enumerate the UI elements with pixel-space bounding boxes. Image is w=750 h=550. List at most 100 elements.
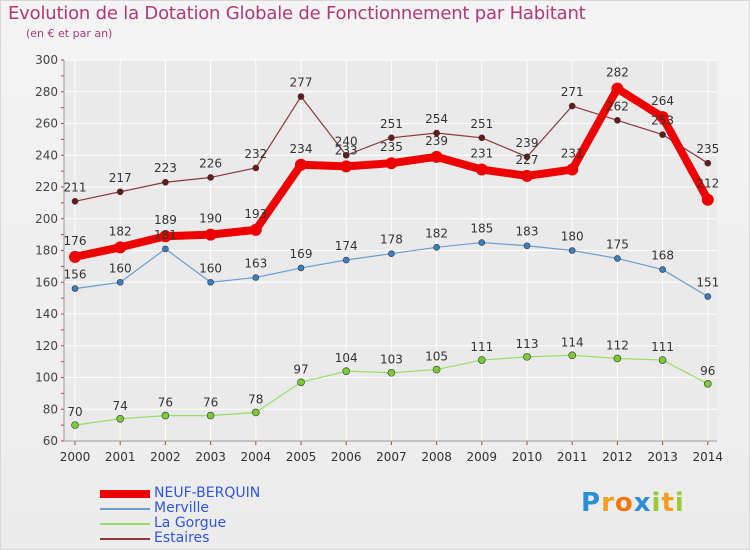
data-point-estaires: [388, 134, 395, 142]
data-label-merville: 180: [561, 230, 584, 244]
y-tick-label: 200: [35, 212, 58, 226]
data-label-estaires: 235: [696, 142, 719, 156]
data-point-merville: [342, 256, 350, 264]
data-point-la-gorgue: [523, 353, 531, 361]
data-label-merville: 178: [380, 233, 403, 247]
data-point-estaires: [614, 117, 621, 124]
legend-label-neuf-berquin: NEUF-BERQUIN: [154, 485, 261, 501]
data-point-la-gorgue: [297, 378, 305, 387]
data-label-merville: 181: [154, 228, 177, 242]
x-tick-label: 2010: [512, 450, 543, 464]
legend-label-la-gorgue: La Gorgue: [154, 515, 227, 531]
data-point-merville: [207, 278, 214, 286]
data-point-la-gorgue: [206, 411, 215, 420]
data-label-neuf-berquin: 189: [154, 213, 177, 227]
data-point-merville: [659, 266, 666, 273]
data-point-merville: [71, 285, 79, 292]
data-label-neuf-berquin: 239: [425, 134, 448, 148]
x-tick-label: 2008: [421, 450, 452, 464]
data-label-neuf-berquin: 227: [516, 153, 539, 167]
x-tick-label: 2007: [376, 450, 407, 464]
data-point-la-gorgue: [71, 421, 79, 429]
logo-letter: r: [601, 488, 615, 518]
data-label-la-gorgue: 74: [113, 399, 128, 413]
y-tick-label: 280: [35, 85, 58, 99]
data-label-estaires: 251: [380, 117, 403, 131]
data-label-estaires: 253: [651, 114, 674, 128]
data-point-la-gorgue: [342, 367, 351, 375]
logo-letter: i: [651, 488, 662, 518]
data-label-merville: 183: [516, 225, 539, 239]
data-point-merville: [297, 264, 305, 272]
data-label-la-gorgue: 78: [248, 392, 263, 406]
data-label-merville: 169: [290, 247, 313, 261]
data-point-merville: [388, 250, 395, 257]
data-point-estaires: [207, 174, 214, 181]
data-label-neuf-berquin: 233: [335, 143, 358, 157]
data-point-merville: [704, 293, 712, 300]
y-tick-label: 160: [35, 275, 58, 289]
x-tick-label: 2006: [331, 450, 362, 464]
logo-letter: P: [581, 488, 602, 518]
x-tick-label: 2009: [467, 450, 498, 464]
data-label-merville: 168: [651, 249, 674, 263]
data-point-neuf-berquin: [114, 241, 127, 254]
data-label-neuf-berquin: 231: [561, 147, 584, 161]
data-label-la-gorgue: 103: [380, 353, 403, 367]
data-label-la-gorgue: 76: [158, 396, 173, 410]
data-point-la-gorgue: [703, 380, 712, 388]
y-tick-label: 120: [35, 339, 58, 353]
logo-letter: i: [674, 488, 685, 518]
data-label-la-gorgue: 113: [516, 337, 539, 351]
legend-label-estaires: Estaires: [154, 530, 210, 546]
x-tick-label: 2011: [557, 450, 588, 464]
data-point-merville: [162, 245, 169, 253]
data-label-merville: 151: [696, 276, 719, 290]
data-label-la-gorgue: 97: [293, 362, 308, 376]
x-tick-label: 2004: [241, 450, 272, 464]
y-tick-label: 180: [35, 244, 58, 258]
data-point-merville: [252, 274, 260, 281]
y-tick-label: 100: [35, 371, 58, 385]
data-label-merville: 174: [335, 239, 358, 253]
data-label-estaires: 239: [516, 136, 539, 150]
data-label-la-gorgue: 104: [335, 351, 358, 365]
data-label-merville: 185: [470, 222, 493, 236]
data-point-la-gorgue: [568, 351, 577, 360]
data-point-estaires: [478, 134, 486, 142]
legend-swatch-la-gorgue: [100, 523, 150, 525]
x-tick-label: 2003: [195, 450, 226, 464]
data-point-la-gorgue: [252, 408, 260, 417]
data-point-estaires: [659, 131, 666, 138]
chart-subtitle: (en € et par an): [26, 27, 113, 40]
x-tick-label: 2000: [60, 450, 91, 464]
data-label-merville: 160: [199, 261, 222, 275]
data-label-la-gorgue: 96: [700, 364, 715, 378]
data-point-estaires: [162, 178, 169, 186]
data-label-estaires: 254: [425, 112, 448, 126]
data-point-estaires: [523, 153, 531, 161]
data-label-estaires: 262: [606, 99, 629, 113]
data-point-estaires: [71, 197, 79, 205]
data-point-la-gorgue: [161, 411, 170, 420]
data-label-neuf-berquin: 193: [244, 207, 267, 221]
legend-item-la-gorgue: La Gorgue: [100, 515, 300, 531]
legend-swatch-estaires: [100, 538, 150, 540]
legend-item-neuf-berquin: NEUF-BERQUIN: [100, 485, 300, 501]
data-point-la-gorgue: [477, 356, 486, 364]
data-point-neuf-berquin: [701, 193, 714, 206]
data-point-neuf-berquin: [385, 157, 398, 170]
data-point-merville: [523, 242, 531, 250]
data-point-neuf-berquin: [656, 111, 669, 124]
data-label-neuf-berquin: 212: [696, 177, 719, 191]
y-tick-label: 140: [35, 307, 58, 321]
data-point-neuf-berquin: [340, 160, 353, 173]
x-tick-label: 2014: [693, 450, 724, 464]
data-label-neuf-berquin: 235: [380, 140, 403, 154]
logo-letter: o: [614, 488, 634, 518]
data-label-estaires: 232: [244, 147, 267, 161]
data-point-la-gorgue: [613, 354, 622, 363]
legend-swatch-neuf-berquin: [100, 490, 150, 498]
data-label-neuf-berquin: 182: [109, 224, 132, 238]
